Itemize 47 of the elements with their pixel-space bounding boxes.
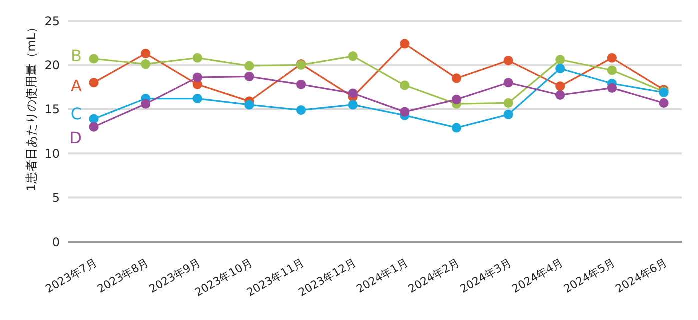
point [192, 53, 202, 63]
point [607, 66, 617, 76]
series-label: A [71, 76, 82, 96]
point [607, 83, 617, 93]
point [556, 90, 566, 100]
point [348, 100, 358, 110]
point [504, 56, 514, 66]
point [400, 107, 410, 117]
point [244, 61, 254, 71]
point [452, 74, 462, 84]
point [141, 60, 151, 70]
point [89, 114, 99, 124]
point [400, 80, 410, 90]
point [296, 105, 306, 116]
point [141, 48, 151, 59]
point [141, 99, 151, 109]
y-axis-title: 1患者日あたりの使用量（mL） [24, 21, 38, 192]
point [89, 54, 99, 64]
point [607, 53, 617, 63]
series-label: B [71, 46, 82, 66]
y-tick-label: 15 [44, 102, 60, 117]
y-tick-label: 0 [52, 235, 60, 250]
point [89, 122, 99, 132]
point [192, 94, 202, 104]
point [244, 72, 254, 82]
point [504, 78, 514, 88]
point [400, 39, 410, 49]
series-label: D [70, 128, 82, 148]
point [192, 72, 202, 82]
y-tick-label: 10 [44, 146, 60, 161]
point [556, 82, 566, 92]
series-label: C [70, 104, 82, 124]
point [452, 94, 462, 104]
point [504, 98, 514, 108]
point [556, 55, 566, 65]
point [659, 98, 669, 108]
point [296, 80, 306, 90]
point [504, 110, 514, 120]
y-tick-label: 5 [52, 191, 60, 206]
point [348, 52, 358, 62]
point [348, 88, 358, 98]
point [556, 64, 566, 74]
point [244, 100, 254, 110]
y-tick-label: 20 [44, 58, 60, 72]
point [89, 78, 99, 88]
point [452, 123, 462, 133]
y-tick-label: 25 [44, 14, 60, 28]
